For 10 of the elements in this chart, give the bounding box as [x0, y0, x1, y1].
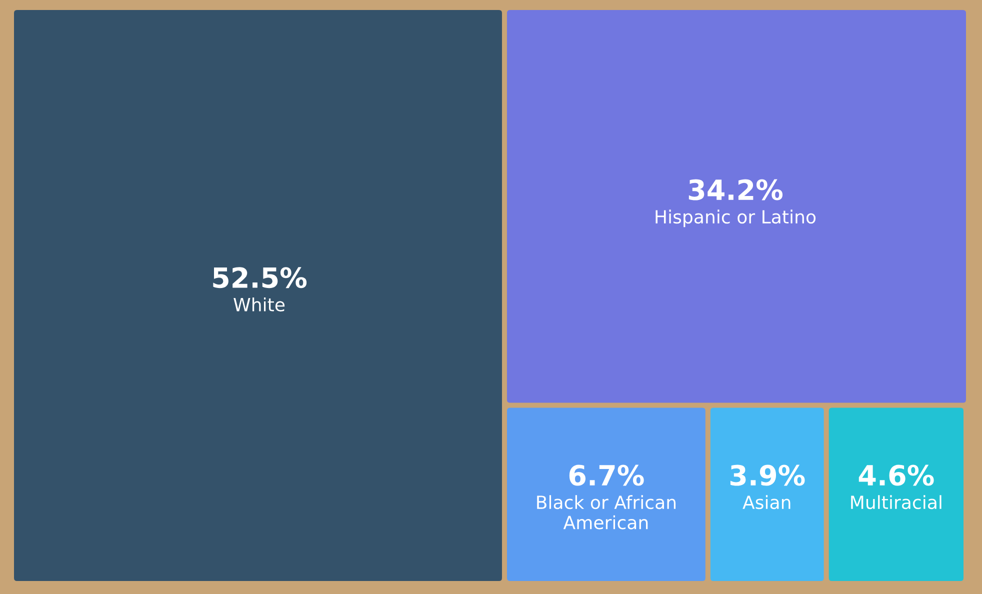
category-label: Multiracial: [851, 495, 942, 510]
data-label: 52.5%: [213, 267, 307, 288]
category-label: Hispanic or Latino: [656, 210, 816, 228]
category-label: Black or African American: [537, 495, 676, 530]
category-label: White: [234, 298, 285, 312]
data-label: 3.9%: [730, 464, 805, 486]
category-label: Asian: [742, 495, 790, 510]
data-label: 34.2%: [688, 179, 783, 200]
data-label: 4.6%: [858, 464, 934, 486]
data-label: 6.7%: [569, 464, 644, 486]
